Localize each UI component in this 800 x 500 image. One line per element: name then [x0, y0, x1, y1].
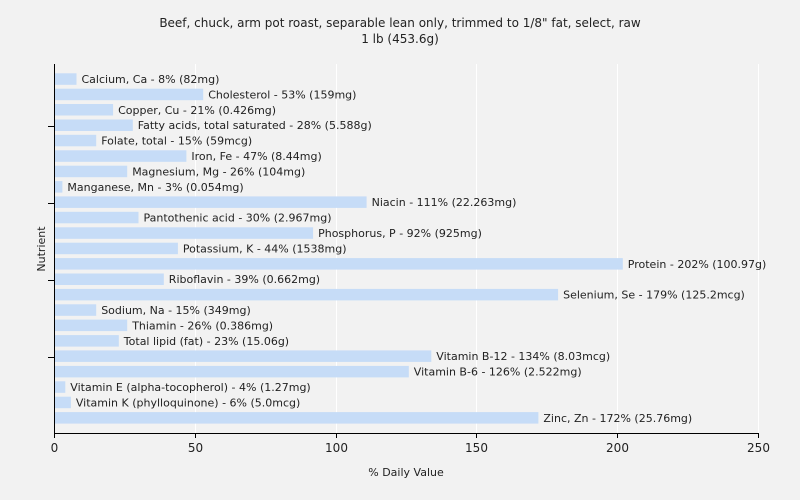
bar-label: Iron, Fe - 47% (8.44mg) [191, 150, 321, 163]
bar-label: Riboflavin - 39% (0.662mg) [169, 273, 320, 286]
bar [54, 350, 432, 362]
bar [54, 412, 539, 424]
bar-label: Copper, Cu - 21% (0.426mg) [118, 104, 276, 117]
chart-subtitle: 1 lb (453.6g) [361, 32, 439, 46]
bar [54, 181, 63, 193]
bar [54, 211, 139, 224]
bar [54, 319, 128, 332]
x-tick-label-4: 200 [606, 441, 629, 455]
x-tick-label-3: 150 [465, 441, 488, 455]
chart-title: Beef, chuck, arm pot roast, separable le… [159, 16, 641, 30]
x-axis-title: % Daily Value [368, 466, 444, 479]
bar-label: Protein - 202% (100.97g) [628, 258, 767, 271]
bar [54, 396, 71, 409]
bar-label: Vitamin E (alpha-tocopherol) - 4% (1.27m… [70, 381, 310, 394]
bar-label: Folate, total - 15% (59mcg) [101, 135, 252, 148]
bar [54, 134, 97, 147]
bar-label: Cholesterol - 53% (159mg) [208, 88, 356, 101]
bar-label: Thiamin - 26% (0.386mg) [131, 319, 273, 332]
bar-label: Vitamin K (phylloquinone) - 6% (5.0mcg) [76, 396, 300, 409]
x-tick-label-5: 250 [747, 441, 770, 455]
bar [54, 304, 97, 316]
bar [54, 381, 66, 393]
bar [54, 242, 178, 255]
bar-label: Phosphorus, P - 92% (925mg) [318, 227, 482, 240]
bar-label: Selenium, Se - 179% (125.2mcg) [563, 289, 745, 302]
bar-label: Magnesium, Mg - 26% (104mg) [132, 165, 305, 178]
bar-label: Zinc, Zn - 172% (25.76mg) [543, 412, 692, 425]
bar-label: Fatty acids, total saturated - 28% (5.58… [138, 119, 372, 132]
x-tick-label-2: 100 [325, 441, 348, 455]
bar-label: Vitamin B-6 - 126% (2.522mg) [414, 366, 582, 379]
bar-label: Vitamin B-12 - 134% (8.03mcg) [436, 350, 610, 363]
bar-label: Manganese, Mn - 3% (0.054mg) [67, 181, 243, 194]
bar-label: Calcium, Ca - 8% (82mg) [82, 73, 220, 86]
bar [54, 258, 623, 270]
bar [54, 104, 114, 116]
axis-layer: 0 50 100 150 200 250 [48, 64, 770, 455]
bar [54, 88, 204, 101]
bar [54, 196, 367, 208]
bar-label: Niacin - 111% (22.263mg) [372, 196, 517, 209]
chart-title-block: Beef, chuck, arm pot roast, separable le… [0, 15, 800, 47]
x-tick-label-1: 50 [188, 441, 203, 455]
bar [54, 227, 314, 239]
x-tick-label-0: 0 [51, 441, 59, 455]
bar [54, 150, 187, 162]
bar-label: Total lipid (fat) - 23% (15.06g) [123, 335, 289, 348]
y-axis-title: Nutrient [35, 226, 48, 272]
bar [54, 273, 164, 285]
bar [54, 165, 128, 178]
bar-label: Pantothenic acid - 30% (2.967mg) [144, 212, 332, 225]
bar-label: Potassium, K - 44% (1538mg) [183, 242, 347, 255]
bar-layer: Calcium, Ca - 8% (82mg) Cholesterol - 53%… [54, 73, 766, 425]
bar [54, 73, 77, 85]
bar [54, 288, 559, 301]
bar [54, 365, 409, 378]
bar [54, 119, 133, 131]
bar [54, 335, 119, 347]
bar-label: Sodium, Na - 15% (349mg) [101, 304, 251, 317]
